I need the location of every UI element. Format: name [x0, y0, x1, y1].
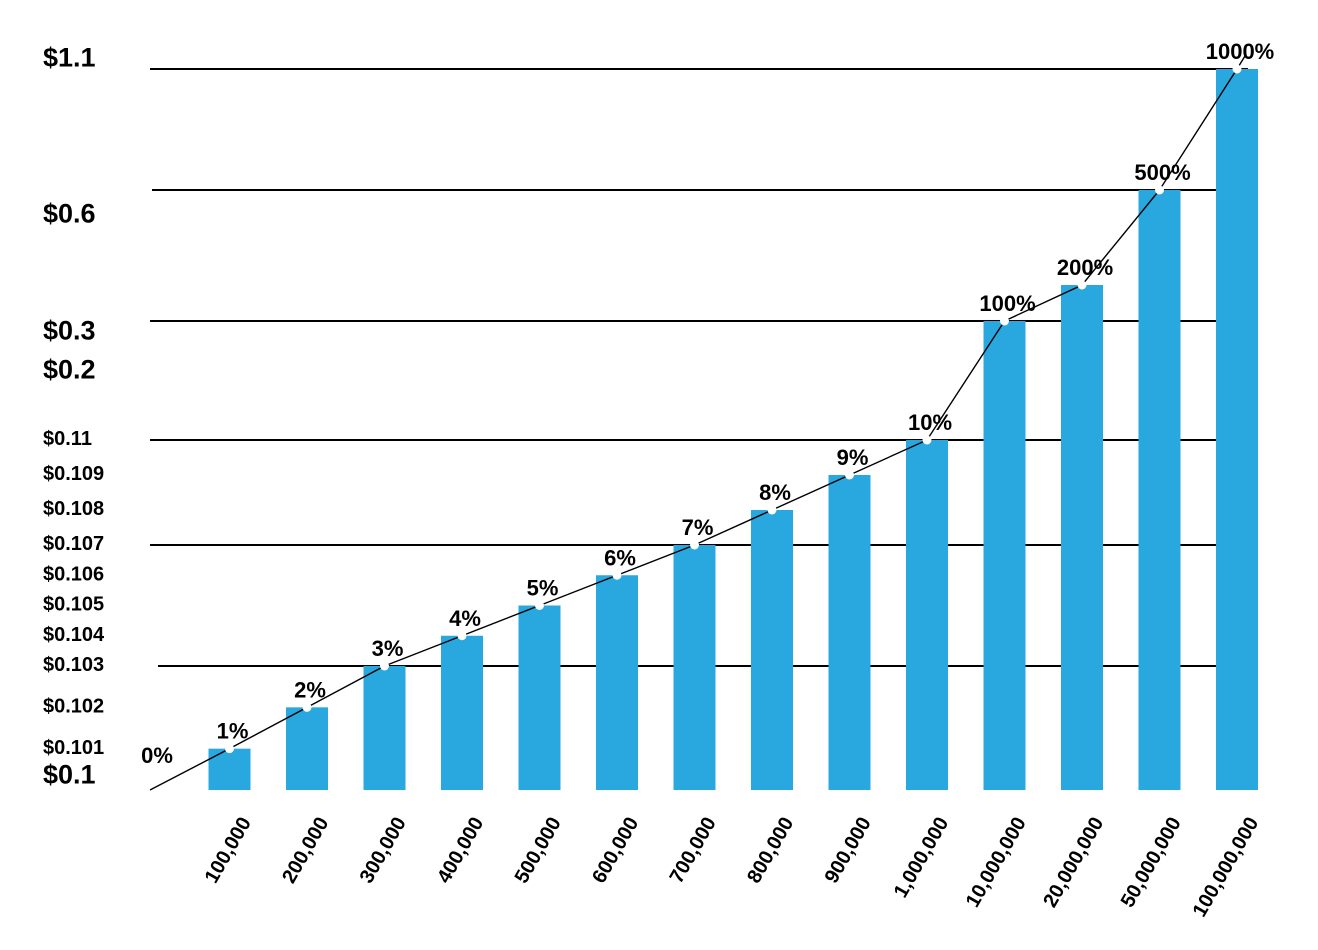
- bar: [518, 605, 561, 790]
- trend-point: [845, 470, 854, 480]
- bar: [286, 707, 328, 790]
- trend-point: [535, 601, 544, 610]
- x-tick-label: 300,000: [356, 814, 411, 888]
- trend-point: [922, 435, 932, 445]
- data-label: 2%: [294, 677, 326, 702]
- bar: [1216, 69, 1258, 790]
- data-label: 1%: [217, 719, 249, 744]
- trend-point: [302, 702, 312, 712]
- data-label: 1000%: [1206, 39, 1275, 64]
- x-tick-label: 100,000: [201, 814, 256, 888]
- y-tick-label: $0.104: [43, 624, 105, 646]
- trend-point: [380, 661, 389, 671]
- x-tick-label: 100,000,000: [1189, 814, 1264, 921]
- x-tick-label: 50,000,000: [1117, 814, 1186, 912]
- trend-point: [1077, 280, 1087, 290]
- bar: [906, 440, 948, 790]
- bar: [441, 635, 483, 790]
- x-tick-label: 500,000: [511, 814, 566, 888]
- trend-point: [1000, 316, 1009, 326]
- y-tick-label: $0.2: [43, 355, 96, 385]
- bars: [208, 69, 1258, 790]
- bar: [1138, 190, 1181, 790]
- data-label: 10%: [908, 410, 952, 435]
- bar: [208, 748, 251, 790]
- y-tick-label: $0.107: [43, 533, 104, 555]
- data-label: 9%: [837, 445, 869, 470]
- x-tick-label: 200,000: [278, 814, 333, 888]
- trend-point: [1155, 185, 1164, 195]
- y-tick-label: $0.106: [43, 563, 104, 585]
- bar: [751, 510, 793, 790]
- trend-point: [457, 631, 467, 641]
- trend-point: [690, 540, 699, 550]
- trend-line: [149, 55, 1246, 791]
- x-tick-label: 700,000: [666, 814, 721, 888]
- trend-point: [225, 744, 234, 754]
- data-label: 3%: [372, 636, 404, 661]
- y-tick-label: $0.3: [43, 316, 96, 346]
- x-axis: 100,000 200,000 300,000 400,000 500,000 600,0…: [201, 814, 1264, 921]
- x-tick-label: 400,000: [433, 814, 488, 888]
- x-tick-label: 600,000: [588, 814, 643, 888]
- bar: [673, 545, 716, 790]
- y-tick-label: $0.11: [43, 428, 92, 450]
- trend-point: [1232, 64, 1242, 74]
- y-tick-label: $0.105: [43, 594, 104, 616]
- data-label: 7%: [682, 515, 714, 540]
- bar: [1061, 285, 1103, 790]
- bar: [363, 666, 406, 790]
- data-label: 5%: [527, 576, 559, 601]
- data-label: 100%: [979, 291, 1035, 316]
- y-tick-label: $0.108: [43, 498, 104, 520]
- bar: [983, 321, 1026, 790]
- y-tick-label: $0.102: [43, 696, 104, 718]
- y-tick-label: $1.1: [43, 43, 96, 73]
- y-tick-label: $0.101: [43, 737, 104, 759]
- data-label: 6%: [604, 545, 636, 570]
- y-tick-label: $0.103: [43, 654, 104, 676]
- bar: [596, 575, 638, 790]
- trend-point: [612, 570, 622, 580]
- x-tick-label: 800,000: [743, 814, 798, 888]
- x-tick-label: 900,000: [821, 814, 876, 888]
- data-labels: 0% 1% 2% 3% 4% 5% 6% 7% 8% 9% 10% 100% 200% 500% 1000%: [141, 39, 1274, 768]
- y-axis: $0.1$0.101 $0.102 $0.103 $0.104 $0.105 $0.106…: [43, 43, 105, 790]
- data-label: 200%: [1057, 255, 1113, 280]
- y-tick-label: $0.109: [43, 463, 104, 485]
- y-tick-label: $0.6: [43, 199, 96, 229]
- data-label: 8%: [759, 480, 791, 505]
- y-tick-label: $0.1: [43, 760, 96, 790]
- data-label: 500%: [1134, 160, 1190, 185]
- origin-label: 0%: [141, 743, 173, 768]
- trend-point: [767, 505, 777, 515]
- x-tick-label: 10,000,000: [962, 814, 1031, 912]
- bar: [828, 475, 871, 790]
- x-tick-label: 20,000,000: [1039, 814, 1108, 912]
- data-label: 4%: [449, 606, 481, 631]
- x-tick-label: 1,000,000: [890, 814, 954, 902]
